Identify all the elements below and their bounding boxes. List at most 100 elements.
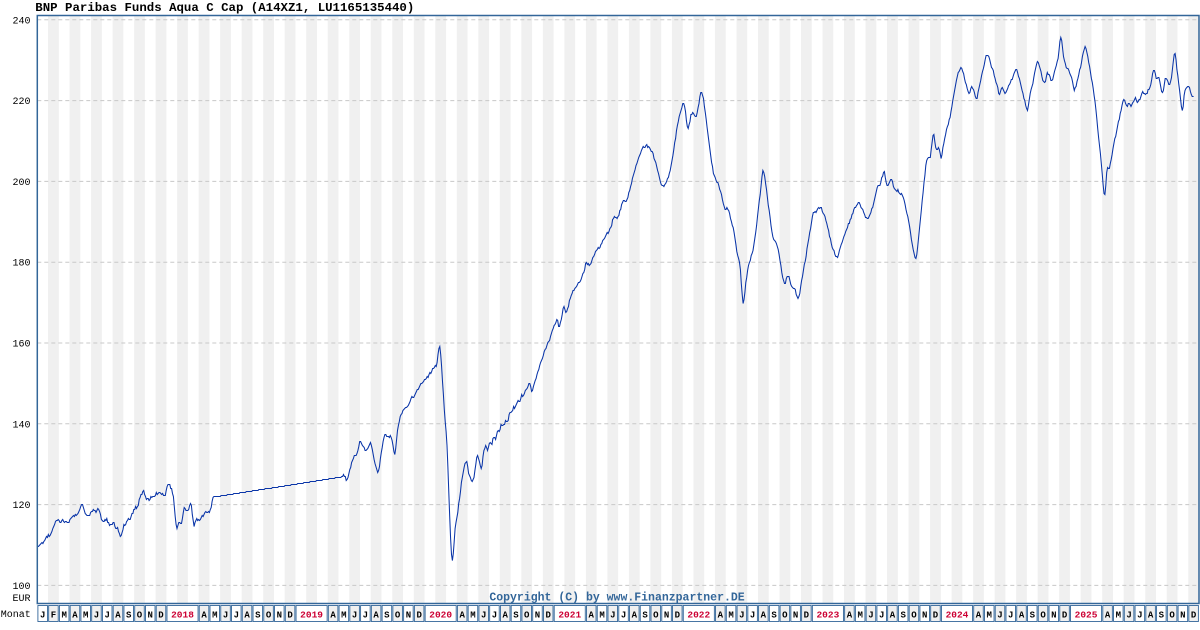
svg-text:A: A bbox=[976, 611, 982, 621]
svg-text:O: O bbox=[1040, 611, 1046, 621]
svg-text:D: D bbox=[804, 611, 810, 621]
svg-text:2023: 2023 bbox=[816, 610, 839, 621]
svg-text:2020: 2020 bbox=[429, 610, 452, 621]
svg-text:BNP Paribas Funds Aqua C Cap (: BNP Paribas Funds Aqua C Cap (A14XZ1, LU… bbox=[35, 1, 414, 15]
svg-text:S: S bbox=[1159, 611, 1165, 621]
svg-text:S: S bbox=[771, 611, 777, 621]
svg-text:J: J bbox=[879, 611, 884, 621]
svg-text:O: O bbox=[653, 611, 659, 621]
svg-text:N: N bbox=[277, 611, 282, 621]
svg-text:A: A bbox=[72, 611, 78, 621]
svg-text:S: S bbox=[900, 611, 906, 621]
svg-text:A: A bbox=[632, 611, 638, 621]
svg-text:A: A bbox=[115, 611, 121, 621]
svg-text:J: J bbox=[621, 611, 626, 621]
svg-text:O: O bbox=[1169, 611, 1175, 621]
svg-text:O: O bbox=[782, 611, 788, 621]
svg-text:J: J bbox=[40, 611, 45, 621]
svg-text:A: A bbox=[459, 611, 465, 621]
svg-text:A: A bbox=[503, 611, 509, 621]
svg-text:S: S bbox=[126, 611, 132, 621]
svg-text:D: D bbox=[287, 611, 293, 621]
svg-text:N: N bbox=[1180, 611, 1185, 621]
svg-text:A: A bbox=[890, 611, 896, 621]
svg-text:J: J bbox=[223, 611, 228, 621]
svg-text:A: A bbox=[1148, 611, 1154, 621]
svg-text:A: A bbox=[847, 611, 853, 621]
svg-text:100: 100 bbox=[12, 582, 30, 593]
svg-text:D: D bbox=[416, 611, 422, 621]
svg-text:120: 120 bbox=[12, 501, 30, 512]
svg-text:J: J bbox=[352, 611, 357, 621]
svg-text:S: S bbox=[513, 611, 519, 621]
svg-text:M: M bbox=[857, 611, 862, 621]
svg-text:A: A bbox=[1105, 611, 1111, 621]
svg-text:D: D bbox=[1191, 611, 1197, 621]
svg-text:M: M bbox=[1116, 611, 1121, 621]
svg-text:J: J bbox=[868, 611, 873, 621]
svg-text:M: M bbox=[61, 611, 66, 621]
svg-text:S: S bbox=[384, 611, 390, 621]
svg-text:O: O bbox=[266, 611, 272, 621]
svg-text:2022: 2022 bbox=[687, 610, 710, 621]
svg-text:D: D bbox=[933, 611, 939, 621]
svg-text:N: N bbox=[664, 611, 669, 621]
svg-text:A: A bbox=[373, 611, 379, 621]
svg-text:J: J bbox=[1126, 611, 1131, 621]
svg-text:J: J bbox=[1137, 611, 1142, 621]
svg-text:A: A bbox=[589, 611, 595, 621]
svg-text:O: O bbox=[911, 611, 917, 621]
svg-text:A: A bbox=[761, 611, 767, 621]
svg-text:240: 240 bbox=[12, 16, 30, 27]
svg-text:D: D bbox=[1062, 611, 1068, 621]
svg-text:F: F bbox=[51, 611, 56, 621]
svg-text:2021: 2021 bbox=[558, 610, 581, 621]
svg-text:J: J bbox=[610, 611, 615, 621]
svg-text:J: J bbox=[105, 611, 110, 621]
svg-text:M: M bbox=[599, 611, 604, 621]
svg-text:EUR: EUR bbox=[12, 594, 30, 605]
svg-text:M: M bbox=[470, 611, 475, 621]
svg-text:M: M bbox=[987, 611, 992, 621]
svg-text:J: J bbox=[997, 611, 1002, 621]
svg-text:O: O bbox=[524, 611, 530, 621]
svg-text:O: O bbox=[137, 611, 143, 621]
svg-text:M: M bbox=[728, 611, 733, 621]
svg-text:N: N bbox=[793, 611, 798, 621]
svg-text:A: A bbox=[201, 611, 207, 621]
svg-text:O: O bbox=[395, 611, 401, 621]
svg-text:2025: 2025 bbox=[1075, 610, 1098, 621]
svg-text:J: J bbox=[234, 611, 239, 621]
svg-text:J: J bbox=[750, 611, 755, 621]
svg-text:M: M bbox=[212, 611, 217, 621]
svg-text:N: N bbox=[148, 611, 153, 621]
svg-text:N: N bbox=[535, 611, 540, 621]
svg-text:J: J bbox=[94, 611, 99, 621]
svg-text:N: N bbox=[922, 611, 927, 621]
svg-text:J: J bbox=[1008, 611, 1013, 621]
svg-text:S: S bbox=[255, 611, 261, 621]
svg-text:180: 180 bbox=[12, 259, 30, 270]
svg-text:N: N bbox=[1051, 611, 1056, 621]
svg-text:M: M bbox=[341, 611, 346, 621]
svg-text:A: A bbox=[1019, 611, 1025, 621]
svg-text:D: D bbox=[158, 611, 164, 621]
svg-text:140: 140 bbox=[12, 420, 30, 431]
svg-text:J: J bbox=[739, 611, 744, 621]
svg-text:S: S bbox=[642, 611, 648, 621]
svg-text:D: D bbox=[546, 611, 552, 621]
svg-text:J: J bbox=[492, 611, 497, 621]
svg-text:Monat: Monat bbox=[1, 610, 31, 621]
svg-text:J: J bbox=[481, 611, 486, 621]
svg-text:M: M bbox=[83, 611, 88, 621]
svg-text:160: 160 bbox=[12, 340, 30, 351]
svg-text:N: N bbox=[406, 611, 411, 621]
svg-text:2019: 2019 bbox=[300, 610, 323, 621]
svg-text:200: 200 bbox=[12, 178, 30, 189]
svg-text:A: A bbox=[718, 611, 724, 621]
svg-text:S: S bbox=[1030, 611, 1036, 621]
svg-text:220: 220 bbox=[12, 97, 30, 108]
svg-text:2024: 2024 bbox=[946, 610, 969, 621]
svg-text:Copyright (C) by www.Finanzpar: Copyright (C) by www.Finanzpartner.DE bbox=[489, 592, 744, 605]
svg-text:A: A bbox=[244, 611, 250, 621]
